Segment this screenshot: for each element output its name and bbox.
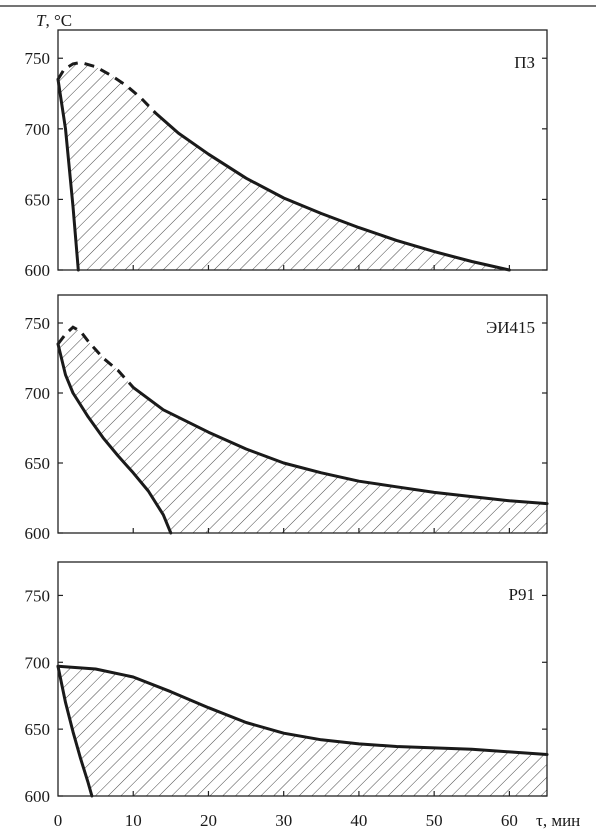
x-tick-label-50: 50 — [426, 811, 443, 830]
top-boundary-dashed-curve-ei415 — [56, 325, 135, 389]
y-tick-label-ei415-700: 700 — [25, 384, 51, 403]
panel-label-p91: P91 — [509, 585, 535, 604]
hatched-region-ei415 — [58, 327, 547, 533]
panel-p91: 600 650 700 750 P91 — [25, 561, 549, 806]
plot-frame-ei415 — [57, 294, 548, 534]
plot-frame-p91 — [57, 561, 548, 797]
y-tick-label-pz-750: 750 — [25, 49, 51, 68]
panel-ei415: 600 650 700 750 ЭИ415 — [25, 294, 549, 543]
left-boundary-curve-p91 — [56, 664, 94, 798]
top-boundary-curve-p91 — [56, 664, 549, 756]
y-tick-label-p91-700: 700 — [25, 653, 51, 672]
x-tick-label-10: 10 — [125, 811, 142, 830]
top-boundary-dashed-curve-pz — [56, 60, 157, 115]
y-tick-label-p91-650: 650 — [25, 720, 51, 739]
x-tick-label-20: 20 — [200, 811, 217, 830]
x-tick-label-40: 40 — [350, 811, 367, 830]
y-tick-label-ei415-650: 650 — [25, 454, 51, 473]
hatched-region-p91 — [58, 666, 547, 796]
y-tick-label-pz-700: 700 — [25, 120, 51, 139]
left-boundary-curve-ei415 — [56, 342, 173, 535]
panel-label-ei415: ЭИ415 — [486, 318, 535, 337]
top-boundary-curve-pz — [154, 111, 511, 272]
y-tick-label-ei415-750: 750 — [25, 314, 51, 333]
plot-frame-pz — [57, 29, 548, 271]
hatched-region-pz — [58, 62, 510, 270]
y-tick-label-pz-600: 600 — [25, 261, 51, 280]
panel-pz: 600 650 700 750 ПЗ — [25, 29, 548, 280]
y-tick-label-p91-750: 750 — [25, 586, 51, 605]
x-tick-labels: 0 10 20 30 40 50 60 — [54, 811, 518, 830]
top-boundary-curve-ei415 — [131, 385, 549, 506]
x-tick-label-60: 60 — [501, 811, 518, 830]
left-boundary-curve-pz — [56, 77, 80, 272]
y-tick-label-pz-650: 650 — [25, 190, 51, 209]
x-tick-label-30: 30 — [275, 811, 292, 830]
x-tick-label-0: 0 — [54, 811, 63, 830]
y-tick-label-p91-600: 600 — [25, 787, 51, 806]
x-axis-label: τ, мин — [536, 811, 580, 830]
panel-label-pz: ПЗ — [514, 53, 535, 72]
y-axis-label: T, °C — [36, 11, 72, 30]
y-tick-label-ei415-600: 600 — [25, 524, 51, 543]
